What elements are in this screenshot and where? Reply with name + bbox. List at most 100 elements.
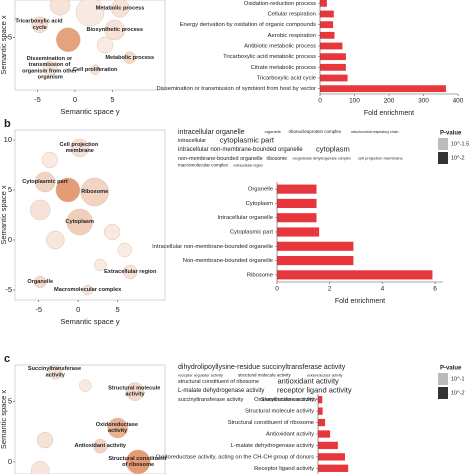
bubble-label: Dissemination or transmission of organis… <box>22 56 78 81</box>
category-label: Cytoplasmic part <box>230 230 274 236</box>
bubble-label: Organelle <box>27 279 53 285</box>
bar <box>318 407 323 415</box>
category-label: Structural molecule activity <box>245 409 314 415</box>
category-label: Cytoplasm <box>246 201 274 207</box>
bubble <box>48 365 63 380</box>
category-label: Receptor ligand activity <box>254 466 314 472</box>
bar <box>318 418 326 427</box>
cloud-word: non-membrane-bounded organelle <box>178 156 263 162</box>
bubble <box>117 242 132 258</box>
cloud-word: receptor regulator activity <box>178 373 223 378</box>
category-label: Citrate metabolic process <box>251 65 317 71</box>
bubble-label: Antioxidant activity <box>74 444 126 450</box>
bar <box>320 74 348 82</box>
cloud-word: organelle <box>265 129 282 134</box>
legend-swatch <box>438 373 448 385</box>
y-tick-label: -5 <box>5 32 12 41</box>
legend-swatch <box>438 387 448 399</box>
bubble <box>103 223 121 241</box>
y-axis-title: Semantic space x <box>0 390 8 449</box>
y-tick-label: 0 <box>8 235 12 244</box>
x-tick-label: 300 <box>418 98 429 105</box>
bar <box>277 213 317 223</box>
cloud-word: receptor ligand activity <box>277 385 352 394</box>
x-axis-title: Semantic space y <box>60 107 119 116</box>
x-tick-label: -5 <box>35 305 42 314</box>
bubble <box>34 275 47 289</box>
cloud-word: structural constituent of ribosome <box>178 379 259 385</box>
bubble <box>94 258 107 272</box>
cloud-word: intracellular <box>178 138 206 144</box>
category-label: Dissemination or transmission of symbion… <box>157 86 317 92</box>
category-label: Oxidoreductase activity, acting on the C… <box>156 454 315 460</box>
bubble <box>125 382 145 401</box>
bubble <box>107 417 128 439</box>
category-label: Energy derivation by oxidation of organi… <box>180 22 316 28</box>
bubble <box>79 379 92 392</box>
bubble <box>49 0 71 16</box>
x-tick-label: 0 <box>76 305 80 314</box>
cloud-word: succinyltransferase activity <box>178 397 244 403</box>
bar <box>277 256 354 266</box>
y-tick-label: 5 <box>8 185 12 194</box>
y-tick-label: 0 <box>8 457 12 466</box>
category-label: Tricarboxylic acid cycle <box>257 76 316 82</box>
bubble <box>30 199 51 221</box>
bar <box>277 227 320 237</box>
bubble-label: Macromolecular complex <box>54 287 122 293</box>
bar <box>318 430 331 438</box>
bubble-label: Metabolic process <box>96 6 145 12</box>
bar <box>320 31 335 39</box>
panel-letter: c <box>4 353 10 365</box>
cloud-word: S-acyltransferase activity <box>261 397 317 403</box>
bubble <box>104 19 125 41</box>
bar <box>320 85 446 93</box>
cloud-word: intracellular non-membrane-bounded organ… <box>178 147 303 153</box>
bubble <box>75 0 105 27</box>
legend-label: 10^-1 <box>451 376 465 382</box>
bubble-label: Cell projection membrane <box>60 142 100 154</box>
cloud-word: oxidoreductase activity <box>307 373 343 377</box>
x-tick-label: 0 <box>318 98 322 105</box>
bar <box>318 396 323 404</box>
x-tick-label: 6 <box>433 286 437 293</box>
category-label: Organelle <box>248 187 273 193</box>
category-label: Ribosome <box>247 272 273 278</box>
bar <box>318 441 338 450</box>
x-axis-title: Fold enrichment <box>364 110 414 117</box>
cloud-word: structural molecule activity <box>238 373 292 378</box>
x-tick-label: -5 <box>34 95 41 104</box>
bubble-label: Biosynthetic process <box>86 27 143 33</box>
bubble <box>36 431 54 449</box>
y-tick-label: -5 <box>5 285 12 294</box>
category-label: Cellular respiration <box>268 12 316 18</box>
category-label: Aerobic respiration <box>268 33 316 39</box>
x-tick-label: 0 <box>73 95 77 104</box>
category-label: Intracellular non-membrane-bounded organ… <box>152 244 273 250</box>
bubble-label: Oxidoreductase activity <box>96 422 140 434</box>
bubble <box>41 151 58 169</box>
category-label: Intracellular organelle <box>218 215 273 221</box>
x-tick-label: 200 <box>384 98 395 105</box>
bubble <box>96 36 114 54</box>
y-axis-title: Semantic space x <box>0 15 8 74</box>
category-label: Antioxidant activity <box>266 432 314 438</box>
bubble-label: Structural constituent of ribosome <box>108 456 168 468</box>
bar <box>320 10 334 18</box>
legend-title: P-value <box>440 131 462 137</box>
bubble <box>34 171 56 193</box>
bubble-label: Cytoplasm <box>65 219 94 225</box>
cloud-word: extracellular region <box>234 163 264 167</box>
cloud-word: cell projection membrane <box>358 156 403 161</box>
bar <box>277 270 433 280</box>
bar <box>320 63 346 71</box>
x-tick-label: 100 <box>349 98 360 105</box>
bubble-label: Cytoplasmic part <box>22 179 68 185</box>
cloud-word: ribonucleoprotein complex <box>289 129 342 134</box>
x-tick-label: 5 <box>116 305 120 314</box>
bubble-label: Structural molecule activity <box>108 386 162 398</box>
bubble <box>56 27 81 52</box>
bubble <box>82 284 93 296</box>
legend-swatch <box>438 138 448 150</box>
